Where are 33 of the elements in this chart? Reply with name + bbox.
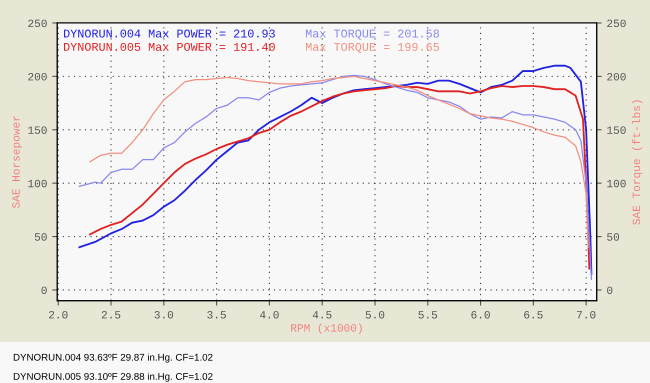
y2-tick-label: 200: [607, 72, 626, 81]
x-tick-label: 3.5: [207, 310, 226, 319]
y2-axis-title: SAE Torque (ft-lbs): [632, 100, 642, 225]
x-tick-label: 6.0: [471, 310, 490, 319]
y2-tick-label: 250: [607, 20, 626, 28]
y-tick-label: 200: [28, 72, 47, 81]
x-tick-label: 2.0: [49, 310, 68, 319]
x-tick-label: 5.5: [418, 311, 438, 319]
y-tick-label: 50: [34, 233, 47, 241]
y2-tick-label: 50: [607, 233, 620, 241]
x-tick-label: 3.0: [154, 310, 174, 319]
x-tick-label: 7.0: [576, 310, 596, 319]
y-axis-title: SAE Horsepower: [12, 116, 22, 208]
y-tick-label: 100: [28, 180, 47, 188]
x-tick-label: 5.0: [366, 310, 384, 319]
text: DYNORUN.004 Max POWER = 210.93: [64, 30, 275, 38]
text: Max TORQUE = 199.65: [306, 42, 440, 54]
x-tick-label: 4.0: [260, 310, 279, 319]
line-series: [89, 76, 589, 248]
y-tick-label: 0: [41, 286, 47, 294]
x-tick-label: 6.5: [524, 310, 543, 319]
text: DYNORUN.005 Max POWER = 191.40: [64, 42, 275, 51]
text: Max TORQUE = 201.58: [306, 30, 439, 40]
x-tick-label: 2.5: [102, 310, 120, 319]
y2-tick-label: 0: [607, 286, 612, 294]
text: DYNORUN.004 93.63ºF 29.87 in.Hg. CF=1.02: [14, 354, 212, 363]
y-tick-label: 150: [28, 126, 47, 134]
text: DYNORUN.005 93.10ºF 29.88 in.Hg. CF=1.02: [14, 372, 212, 382]
y2-tick-label: 150: [607, 126, 626, 134]
y-tick-label: 250: [28, 20, 47, 28]
x-tick-label: 4.5: [312, 311, 332, 319]
x-axis-title: RPM (x1000): [291, 324, 362, 334]
y2-tick-label: 100: [607, 180, 626, 188]
